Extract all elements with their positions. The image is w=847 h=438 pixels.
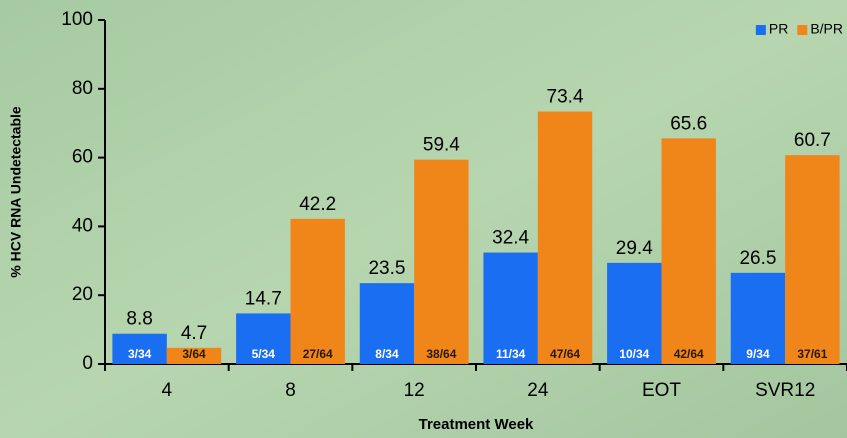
x-tick-label: 4: [162, 380, 173, 401]
count-label: 11/34: [496, 347, 526, 361]
x-tick-label: EOT: [642, 380, 681, 401]
x-tick-label: 8: [285, 380, 296, 401]
data-label: 26.5: [739, 248, 776, 269]
count-label: 9/34: [746, 347, 770, 361]
bar: [414, 159, 469, 364]
count-label: 3/34: [128, 347, 152, 361]
x-tick-label: SVR12: [755, 380, 815, 401]
bar: [166, 347, 222, 364]
bar: [730, 272, 786, 364]
data-label: 73.4: [547, 87, 584, 108]
y-tick-label: 20: [72, 284, 93, 305]
data-label: 23.5: [368, 258, 405, 279]
y-tick-label: 80: [72, 78, 93, 99]
data-label: 60.7: [794, 130, 831, 151]
count-label: 27/64: [303, 347, 333, 361]
bar: [537, 111, 593, 364]
data-label: 59.4: [423, 135, 460, 156]
count-label: 42/64: [674, 347, 704, 361]
y-tick-label: 60: [72, 147, 93, 168]
y-tick-label: 100: [61, 9, 93, 30]
bar: [483, 252, 538, 364]
legend-swatch: [755, 25, 766, 35]
data-label: 14.7: [245, 288, 282, 309]
bar: [607, 262, 662, 364]
count-label: 38/64: [426, 347, 456, 361]
legend-label: PR: [769, 21, 788, 37]
x-tick-label: 12: [404, 380, 425, 401]
count-label: 5/34: [252, 347, 276, 361]
x-tick-label: 24: [527, 380, 549, 401]
bar: [359, 283, 415, 364]
count-label: 10/34: [619, 347, 649, 361]
x-axis-label: Treatment Week: [419, 416, 534, 433]
y-axis-label: % HCV RNA Undetectable: [8, 106, 24, 278]
bar: [290, 218, 345, 364]
bar: [661, 138, 716, 364]
y-tick-label: 40: [72, 215, 93, 236]
data-label: 29.4: [616, 238, 653, 259]
data-label: 8.8: [126, 309, 152, 330]
count-label: 37/61: [797, 347, 827, 361]
legend-label: B/PR: [810, 21, 843, 37]
data-label: 4.7: [181, 323, 207, 344]
bar: [785, 155, 840, 364]
count-label: 47/64: [550, 347, 580, 361]
data-label: 32.4: [492, 228, 529, 249]
legend-swatch: [797, 25, 808, 35]
count-label: 8/34: [375, 347, 399, 361]
count-label: 3/64: [182, 347, 206, 361]
data-label: 42.2: [299, 194, 336, 215]
data-label: 65.6: [670, 113, 707, 134]
bar: [112, 333, 167, 364]
bar: [236, 313, 291, 364]
y-tick-label: 0: [82, 353, 93, 374]
